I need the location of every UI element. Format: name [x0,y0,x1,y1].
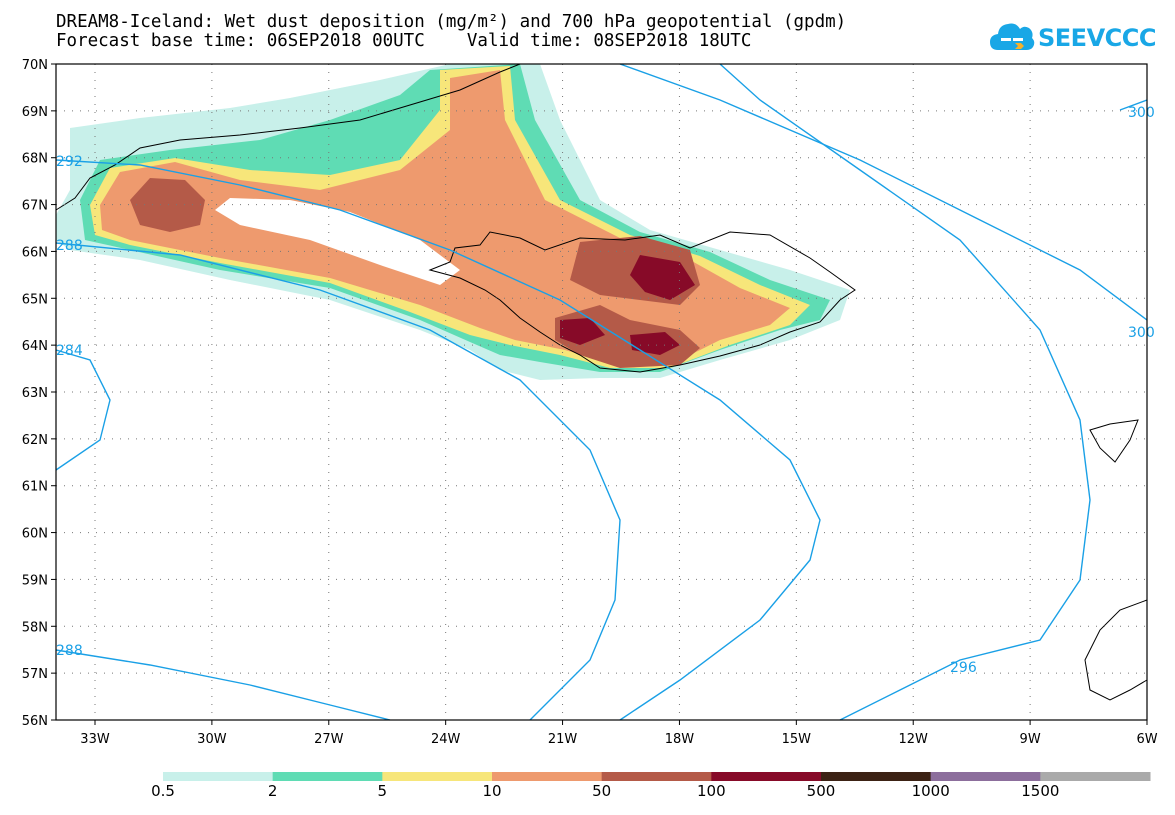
dust-region-50 [130,178,205,232]
lat-label: 65N [22,292,48,307]
grid [56,64,1147,720]
lat-label: 63N [22,386,48,401]
colorbar-swatch [382,772,493,781]
lat-label: 66N [22,245,48,260]
lon-label: 30W [197,732,227,747]
contour-label-288: 288 [56,238,83,254]
colorbar-swatch [601,772,712,781]
geopotential-contours [55,63,1148,721]
contour-label-300a: 300 [1128,105,1155,121]
colorbar-label: 2 [267,782,278,800]
dust-region-100 [630,255,695,300]
colorbar-label: 50 [592,782,612,800]
colorbar-swatch [711,772,822,781]
contour-296 [719,63,1091,721]
lat-label: 59N [22,573,48,588]
lat-label: 70N [22,58,48,73]
lon-label: 18W [665,732,695,747]
coastlines [55,63,1148,701]
contour-label-284: 284 [56,343,83,359]
contour-284 [55,349,111,471]
contour-300-top [619,63,1148,321]
lon-label: 12W [899,732,929,747]
lon-label: 33W [80,732,110,747]
colorbar-swatch [163,772,274,781]
colorbar-swatch [930,772,1041,781]
iceland-coast [428,231,856,373]
lat-label: 56N [22,714,48,729]
colorbar-label: 0.5 [151,782,175,800]
lon-label: 9W [1020,732,1041,747]
dust-region-100c [630,332,680,355]
lat-label: 67N [22,199,48,214]
lat-label: 64N [22,339,48,354]
colorbar-label: 5 [377,782,388,800]
lon-label: 21W [548,732,578,747]
colorbar-label: 100 [697,782,726,800]
colorbar-label: 1000 [911,782,950,800]
scotland-coast [1084,599,1148,701]
lon-label: 27W [314,732,344,747]
lon-axis-labels: 33W 30W 27W 24W 21W 18W 15W 12W 9W 6W [80,732,1157,747]
lon-label: 15W [782,732,812,747]
colorbar-label: 1500 [1021,782,1060,800]
colorbar-label: 500 [806,782,836,800]
seevccc-logo: SEEVCCC [988,18,1158,58]
colorbar-swatch [1040,772,1151,781]
colorbar [163,772,1151,781]
contour-label-300b: 300 [1128,325,1155,341]
lat-label: 61N [22,480,48,495]
contour-label-292: 292 [56,154,83,170]
lat-label: 60N [22,527,48,542]
axis-ticks [51,63,1148,725]
lat-axis-labels: 70N 69N 68N 67N 66N 65N 64N 63N 62N 61N 60N 59N 58N 5… [22,58,48,729]
colorbar-swatch [821,772,932,781]
map-subtitle: Forecast base time: 06SEP2018 00UTC Vali… [56,31,752,51]
contour-labels: 292 288 284 288 300 300 296 [56,105,1155,676]
contour-292 [55,159,821,721]
contour-label-296: 296 [950,660,977,676]
lon-label: 6W [1136,732,1157,747]
greenland-coast [55,63,521,211]
lat-label: 69N [22,105,48,120]
lon-label: 24W [431,732,461,747]
lat-label: 62N [22,433,48,448]
lat-label: 58N [22,620,48,635]
logo-text: SEEVCCC [1038,24,1157,52]
contour-label-288b: 288 [56,643,83,659]
lat-label: 68N [22,152,48,167]
lat-label: 57N [22,667,48,682]
faroes-coast [1089,419,1139,463]
colorbar-swatch [492,772,603,781]
map-title: DREAM8-Iceland: Wet dust deposition (mg/… [56,12,847,32]
contour-288 [55,242,621,721]
cloud-logo-icon [990,23,1035,50]
contour-300-right [1119,99,1148,111]
dust-gap [215,198,460,285]
colorbar-swatch [272,772,383,781]
contour-288b [55,649,391,721]
dust-field [56,64,850,380]
colorbar-label: 10 [482,782,502,800]
dust-region-100b [560,318,605,345]
